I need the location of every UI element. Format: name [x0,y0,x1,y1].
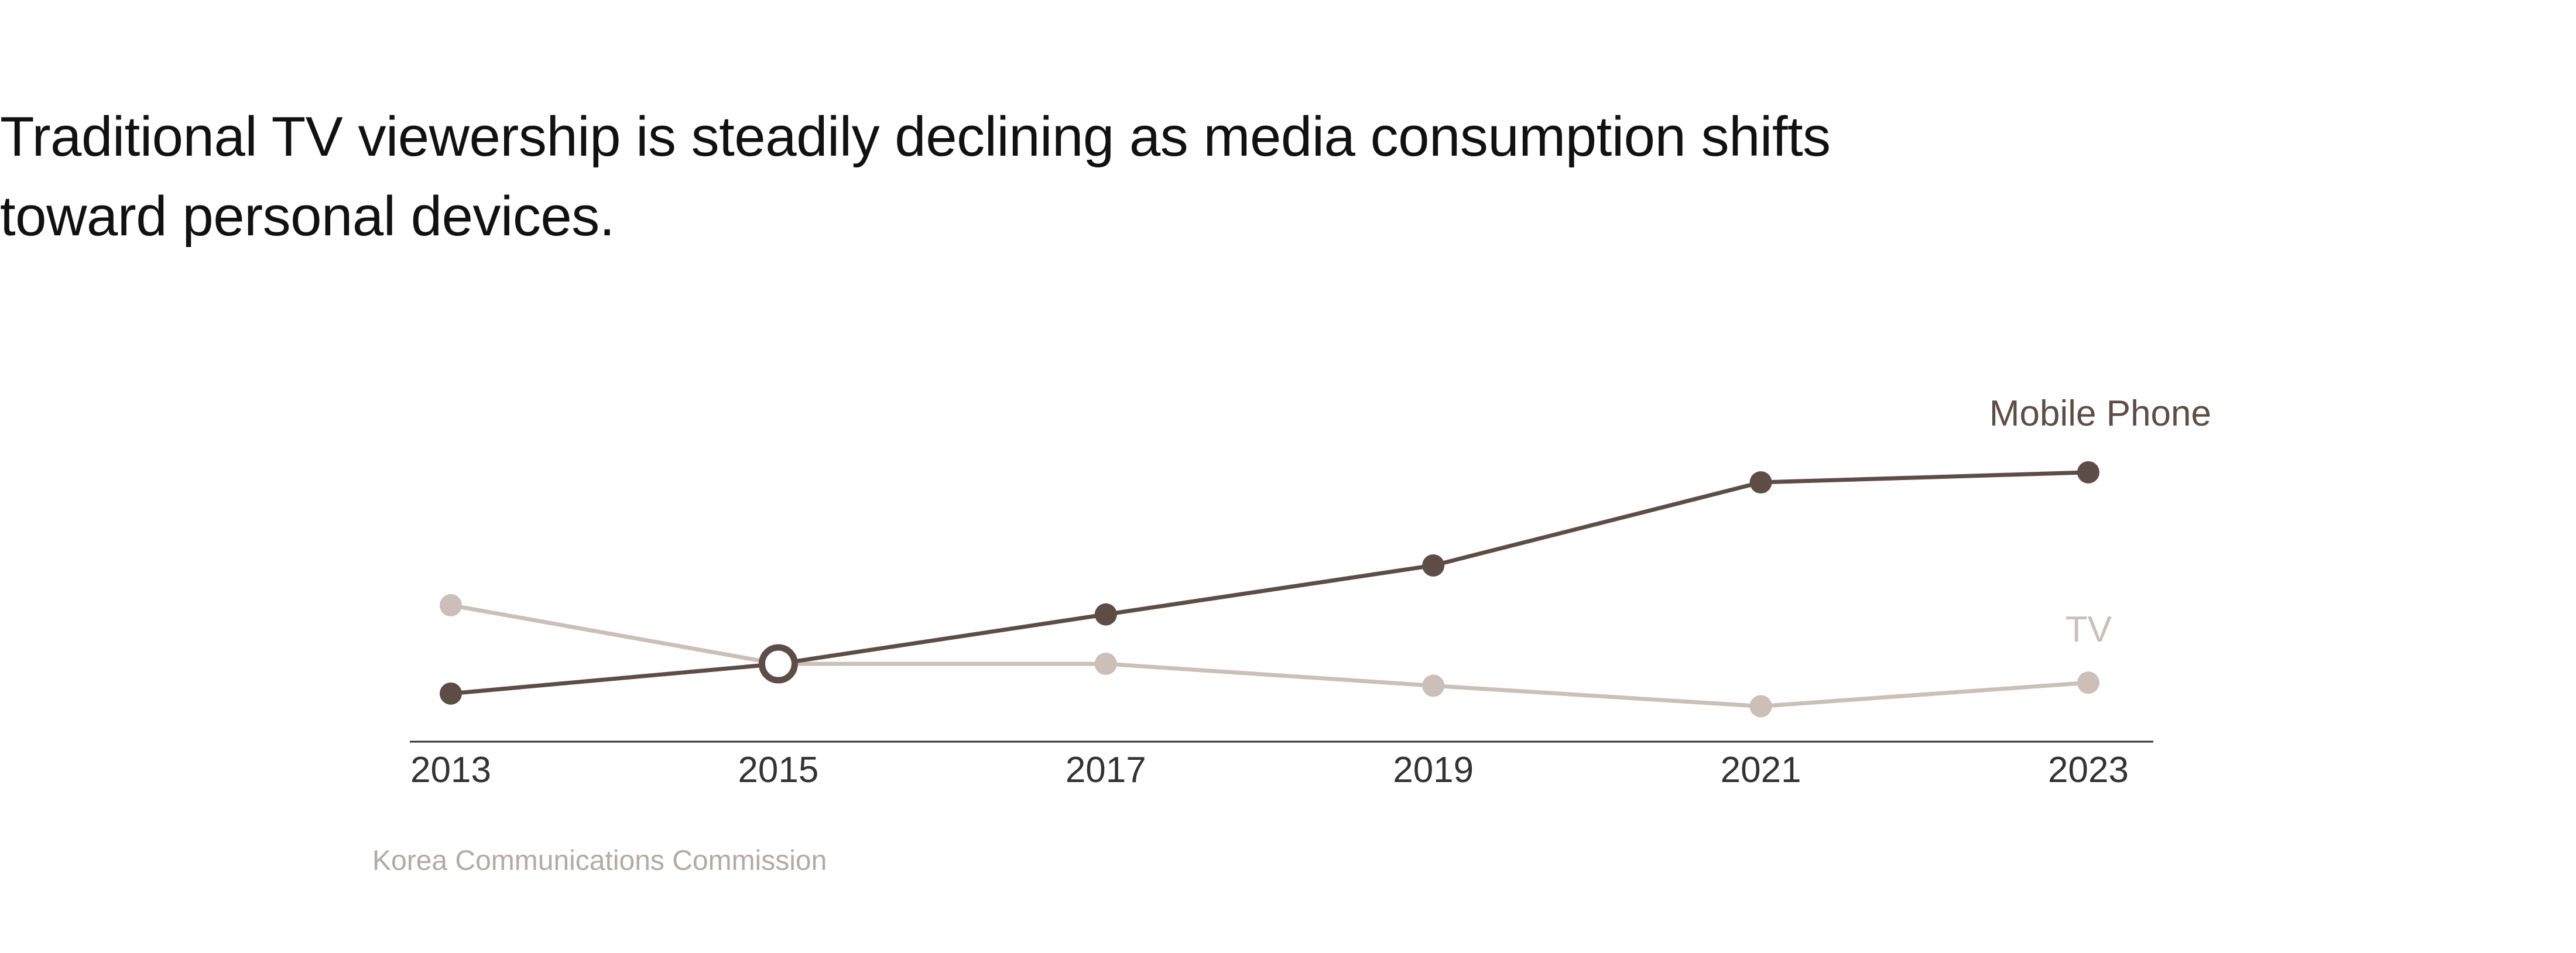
tv-point-2023 [2077,671,2099,694]
mobile-phone-point-2023 [2077,461,2099,484]
mobile-phone-line [448,470,2091,696]
headline-line-1: Traditional TV viewership is steadily de… [0,105,1831,168]
headline-line-2: toward personal devices. [0,185,615,248]
tv-point-2013 [440,594,462,616]
tv-line [448,603,2091,708]
chart-headline: Traditional TV viewership is steadily de… [0,97,2049,256]
mobile-phone-point-2015-highlight [758,644,798,684]
series-layer [440,461,2099,718]
series-label-mobile-phone: Mobile Phone [1989,393,2211,434]
tv-point-2019 [1422,674,1445,697]
x-tick-label-2019: 2019 [1393,750,1474,790]
mobile-phone-point-2017 [1094,603,1117,626]
tv-point-2021 [1749,695,1772,718]
tv-point-2017 [1094,653,1117,676]
x-tick-label-2021: 2021 [1721,750,1801,790]
x-tick-label-2015: 2015 [738,750,818,790]
series-labels: Mobile Phone TV [1989,393,2211,650]
x-tick-label-2023: 2023 [2048,750,2129,790]
mobile-phone-point-2021 [1749,471,1772,494]
mobile-phone-point-2019 [1422,554,1445,577]
mobile-phone-point-2013 [440,682,462,705]
x-tick-label-2017: 2017 [1066,750,1146,790]
source-note: Korea Communications Commission [372,845,827,876]
series-label-tv: TV [2065,609,2112,650]
x-tick-label-2013: 2013 [410,750,491,790]
x-axis-ticks: 2013 2015 2017 2019 2021 2023 [410,750,2129,790]
